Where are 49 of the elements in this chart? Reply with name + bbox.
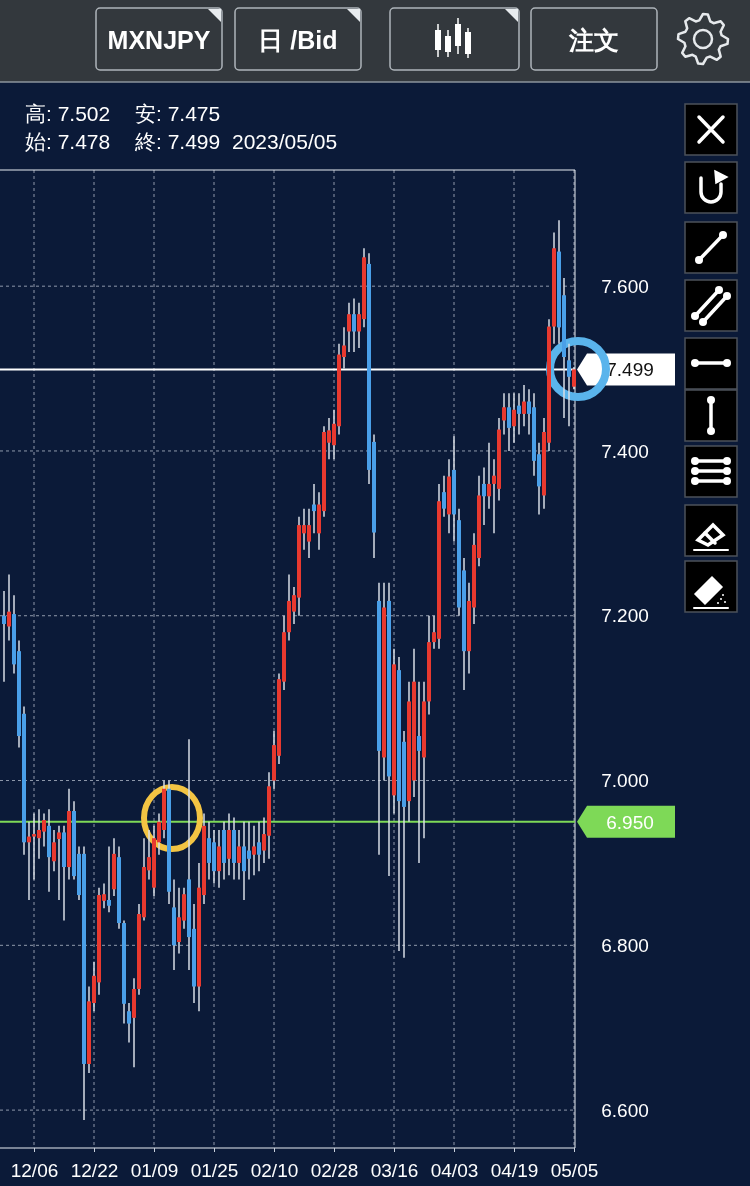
x-tick-label: 12/06 — [10, 1160, 59, 1182]
candlestick — [567, 343, 571, 427]
candlestick — [482, 466, 486, 526]
text: 高: 7.502 — [25, 102, 111, 125]
y-tick-label: 7.000 — [601, 770, 649, 792]
candlestick — [352, 297, 356, 353]
x-tick-label: 01/25 — [190, 1160, 239, 1182]
candlestick — [2, 590, 6, 683]
candlestick — [522, 384, 526, 427]
x-tick-label: 01/09 — [130, 1160, 179, 1182]
candlestick — [417, 680, 421, 864]
ref-line-label: 7.499 — [606, 359, 654, 381]
candlestick — [312, 483, 316, 535]
candlestick — [517, 392, 521, 436]
candlestick — [7, 573, 11, 642]
candlestick — [252, 825, 256, 877]
candlestick — [512, 392, 516, 444]
candlestick — [572, 366, 576, 390]
x-tick-label: 02/28 — [310, 1160, 359, 1182]
x-tick-label: 04/03 — [430, 1160, 479, 1182]
text: 安: 7.475 — [135, 102, 221, 125]
chart-title: MXNJPY — [107, 26, 211, 54]
candlestick — [127, 1002, 131, 1044]
candlestick — [52, 829, 56, 872]
ref-line-label: 6.950 — [606, 811, 654, 833]
text: 始: 7.478 — [25, 130, 111, 153]
candlestick — [257, 820, 261, 872]
candlestick — [487, 441, 491, 510]
y-tick-label: 7.200 — [601, 605, 649, 627]
candlestick — [507, 392, 511, 452]
candlestick — [442, 474, 446, 518]
candlestick — [502, 392, 506, 436]
y-tick-label: 6.800 — [601, 934, 649, 956]
text: 日 /Bid — [258, 26, 338, 54]
candlestick — [237, 829, 241, 881]
x-tick-label: 05/05 — [550, 1160, 599, 1182]
y-tick-label: 7.400 — [601, 440, 649, 462]
x-tick-label: 03/16 — [370, 1160, 419, 1182]
text: 終: 7.499 — [134, 130, 221, 153]
text: 2023/05/05 — [232, 130, 338, 153]
candlestick — [347, 301, 351, 353]
candlestick — [57, 825, 61, 901]
candlestick — [107, 845, 111, 914]
x-tick-label: 02/10 — [250, 1160, 299, 1182]
x-tick-label: 12/22 — [70, 1160, 119, 1182]
y-tick-label: 7.600 — [601, 275, 649, 297]
y-tick-label: 6.600 — [601, 1099, 649, 1121]
x-tick-label: 04/19 — [490, 1160, 539, 1182]
text: 注文 — [568, 26, 619, 54]
